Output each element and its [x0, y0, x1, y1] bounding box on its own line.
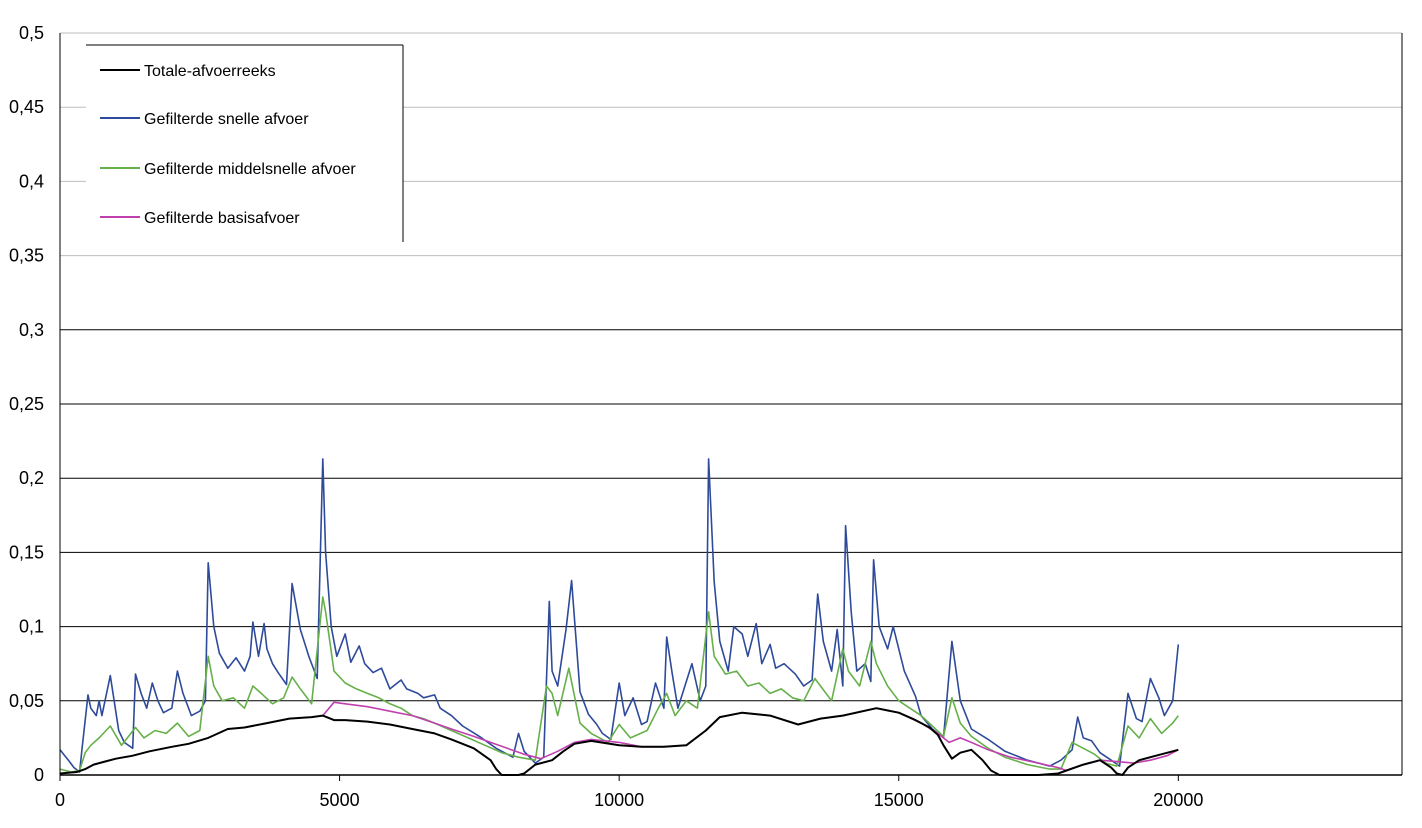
y-tick-label: 0,35	[9, 246, 44, 266]
y-tick-label: 0	[34, 765, 44, 785]
series-line-gefilterde-basisafvoer	[322, 701, 1179, 772]
legend-label-medium: Gefilterde middelsnelle afvoer	[144, 161, 356, 178]
legend: Totale-afvoerreeks Gefilterde snelle afv…	[86, 44, 404, 242]
x-tick-label: 5000	[320, 790, 360, 810]
y-tick-label: 0,15	[9, 542, 44, 562]
x-tick-label: 10000	[594, 790, 644, 810]
x-tick-label: 15000	[874, 790, 924, 810]
y-tick-label: 0,45	[9, 97, 44, 117]
x-axis-ticks: 0 5000 10000 15000 20000	[55, 775, 1203, 810]
y-tick-label: 0,3	[19, 320, 44, 340]
plot-area	[59, 458, 1180, 776]
legend-label-base: Gefilterde basisafvoer	[144, 210, 300, 227]
y-tick-label: 0,2	[19, 468, 44, 488]
x-tick-label: 20000	[1153, 790, 1203, 810]
legend-box	[86, 45, 403, 242]
axes	[59, 33, 1403, 776]
grid-lines	[60, 32, 1402, 702]
y-tick-label: 0,1	[19, 617, 44, 637]
y-tick-label: 0,4	[19, 171, 44, 191]
y-tick-label: 0,5	[19, 23, 44, 43]
series-line-gefilterde-middelsnelle-afvoer	[59, 596, 1179, 773]
x-tick-label: 0	[55, 790, 65, 810]
y-axis-ticks: 0 0,05 0,1 0,15 0,2 0,25 0,3 0,35 0,4 0,45 0,5	[9, 23, 44, 785]
y-tick-label: 0,05	[9, 691, 44, 711]
legend-label-fast: Gefilterde snelle afvoer	[144, 111, 309, 128]
y-tick-label: 0,25	[9, 394, 44, 414]
legend-label-total: Totale-afvoerreeks	[144, 63, 276, 80]
